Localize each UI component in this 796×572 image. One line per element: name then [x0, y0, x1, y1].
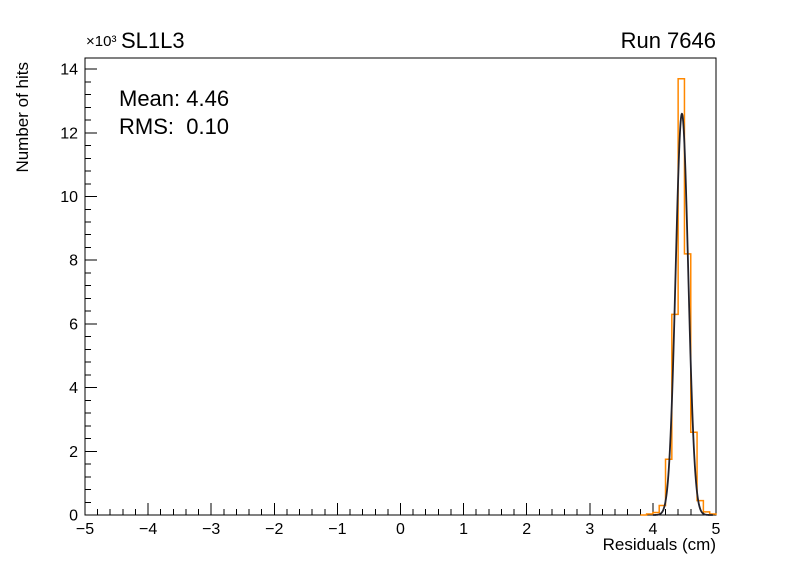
- x-axis-title: Residuals (cm): [603, 535, 716, 554]
- y-tick-label: 4: [69, 380, 78, 397]
- y-axis-title: Number of hits: [13, 62, 32, 173]
- x-tick-label: −4: [139, 521, 157, 538]
- x-tick-label: 1: [459, 521, 468, 538]
- plot-title: SL1L3: [121, 28, 185, 53]
- x-tick-label: 5: [712, 521, 721, 538]
- run-number-label: Run 7646: [621, 28, 716, 53]
- x-tick-label: 2: [522, 521, 531, 538]
- x-tick-label: 4: [648, 521, 657, 538]
- y-axis-exponent-label: ×10³: [86, 33, 116, 50]
- y-tick-label: 10: [60, 189, 78, 206]
- histogram-step-line: [640, 77, 717, 516]
- x-tick-label: 3: [585, 521, 594, 538]
- x-tick-label: −2: [265, 521, 283, 538]
- y-tick-label: 2: [69, 444, 78, 461]
- stats-mean-label: Mean: 4.46: [119, 86, 229, 111]
- stats-rms-label: RMS: 0.10: [119, 114, 229, 139]
- x-tick-label: −3: [202, 521, 220, 538]
- y-tick-label: 0: [69, 508, 78, 525]
- y-tick-label: 12: [60, 125, 78, 142]
- x-tick-label: −1: [328, 521, 346, 538]
- axis-ticks: [84, 68, 717, 516]
- y-tick-label: 6: [69, 316, 78, 333]
- y-tick-label: 14: [60, 62, 78, 79]
- x-tick-label: −5: [76, 521, 94, 538]
- gaussian-fit-curve: [652, 112, 714, 516]
- x-tick-label: 0: [396, 521, 405, 538]
- y-tick-label: 8: [69, 253, 78, 270]
